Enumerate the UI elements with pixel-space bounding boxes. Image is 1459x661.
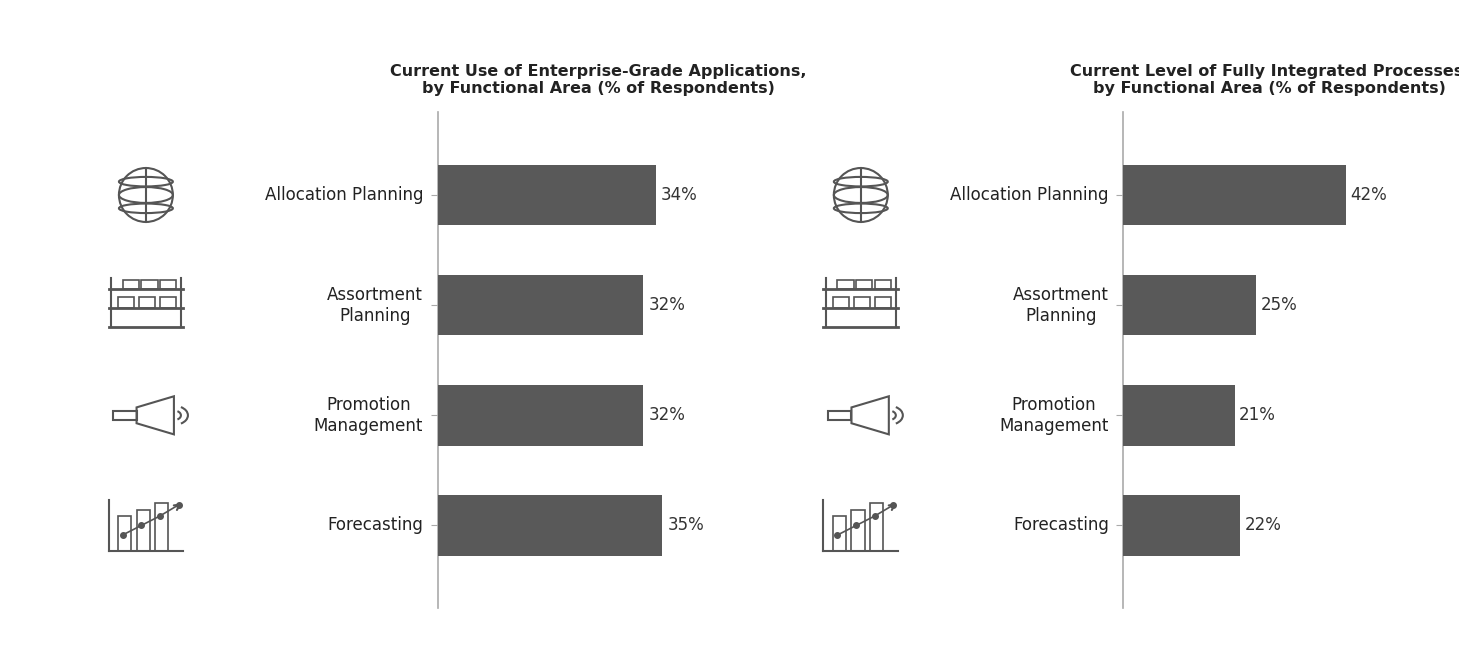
Text: Forecasting: Forecasting [1013,516,1109,535]
Bar [142,280,158,290]
Bar [438,275,643,336]
Bar [1123,495,1240,556]
Title: Current Use of Enterprise-Grade Applications,
by Functional Area (% of Responden: Current Use of Enterprise-Grade Applicat… [390,63,807,96]
Text: 34%: 34% [661,186,697,204]
Bar [438,495,662,556]
Bar [114,410,137,420]
Text: 21%: 21% [1239,407,1277,424]
Text: Allocation Planning: Allocation Planning [264,186,423,204]
Bar [137,510,150,551]
Bar [155,503,168,551]
Bar [856,280,872,290]
Title: Current Level of Fully Integrated Processes,
by Functional Area (% of Respondent: Current Level of Fully Integrated Proces… [1069,63,1459,96]
Text: 42%: 42% [1351,186,1388,204]
Bar [833,297,849,308]
Bar [438,385,643,446]
Bar [160,297,177,308]
Bar [870,503,883,551]
Bar [123,280,139,290]
Text: Promotion
Management: Promotion Management [999,396,1109,435]
Text: Assortment
Planning: Assortment Planning [327,286,423,325]
Bar [837,280,854,290]
Text: Assortment
Planning: Assortment Planning [1013,286,1109,325]
Text: 35%: 35% [668,516,705,535]
Text: 32%: 32% [648,296,686,314]
Bar [438,165,657,225]
Text: Promotion
Management: Promotion Management [314,396,423,435]
Bar [854,297,870,308]
Bar [1123,385,1234,446]
Bar [118,516,131,551]
Bar [118,297,134,308]
Bar [875,280,891,290]
Bar [1123,275,1256,336]
Bar [833,516,846,551]
Bar [1123,165,1347,225]
Bar [160,280,177,290]
Text: Allocation Planning: Allocation Planning [950,186,1109,204]
Bar [852,510,865,551]
Text: 25%: 25% [1261,296,1297,314]
Bar [829,410,852,420]
Text: 32%: 32% [648,407,686,424]
Bar [139,297,155,308]
Bar [875,297,891,308]
Text: 22%: 22% [1245,516,1281,535]
Text: Forecasting: Forecasting [327,516,423,535]
